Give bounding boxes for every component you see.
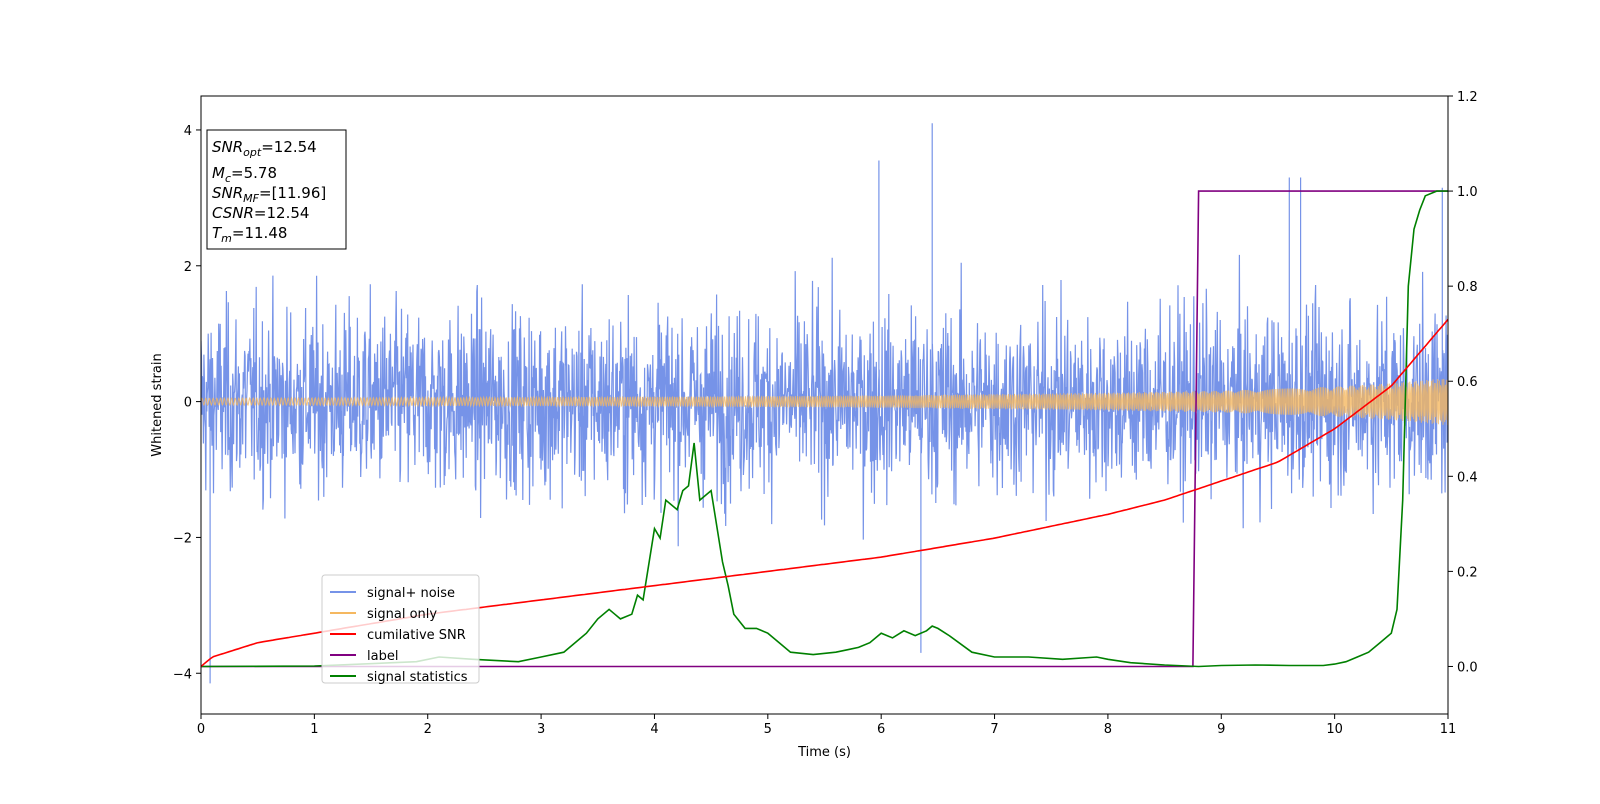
x-axis-title: Time (s) (797, 745, 851, 760)
x-tick-label-3: 3 (537, 722, 545, 737)
y-tick-label-4: 4 (184, 124, 192, 139)
x-tick-label-10: 10 (1326, 722, 1343, 737)
stats-csnr: CSNR=12.54 (212, 204, 309, 222)
y-axis-left: −4 −2 0 2 4 (173, 124, 201, 682)
legend: signal+ noise signal only cumilative SNR la… (321, 574, 480, 685)
series-label (201, 190, 1448, 668)
y2-tick-label-2: 0.4 (1457, 470, 1478, 485)
legend-frame (321, 574, 480, 684)
stats-box-frame (206, 129, 347, 250)
y2-tick-label-4: 0.8 (1457, 280, 1478, 295)
series-signal-noise (201, 123, 1448, 684)
x-tick-label-8: 8 (1104, 722, 1112, 737)
stats-snr-mf: SNRMF=[11.96] (212, 184, 326, 205)
legend-label-2: cumilative SNR (367, 628, 466, 643)
x-tick-label-0: 0 (197, 722, 205, 737)
x-tick-label-5: 5 (764, 722, 772, 737)
x-tick-label-2: 2 (424, 722, 432, 737)
x-tick-label-9: 9 (1217, 722, 1225, 737)
series-signal-only (201, 378, 1448, 426)
y-axis-right: 0.0 0.2 0.4 0.6 0.8 1.0 1.2 (1448, 90, 1478, 675)
y-tick-label-3: 2 (184, 260, 192, 275)
series-layer (201, 123, 1448, 684)
y2-tick-label-0: 0.0 (1457, 660, 1478, 675)
stats-tm: Tm=11.48 (212, 224, 287, 245)
legend-label-3: label (367, 649, 398, 664)
x-tick-label-4: 4 (650, 722, 658, 737)
y2-tick-label-3: 0.6 (1457, 375, 1478, 390)
stats-box: SNRopt=12.54 Mc=5.78 SNRMF=[11.96] CSNR=… (206, 129, 347, 250)
stats-mc: Mc=5.78 (212, 164, 277, 185)
y-tick-label-1: −2 (173, 531, 192, 546)
stats-snr-opt: SNRopt=12.54 (212, 138, 317, 159)
y-axis-title: Whitened strain (150, 353, 165, 456)
y-tick-label-2: 0 (184, 396, 192, 411)
legend-label-1: signal only (367, 607, 437, 622)
x-tick-label-1: 1 (310, 722, 318, 737)
plot-frame (200, 95, 1449, 715)
x-tick-label-7: 7 (990, 722, 998, 737)
series-signal-statistics (201, 190, 1448, 668)
y2-tick-label-5: 1.0 (1457, 185, 1478, 200)
legend-label-0: signal+ noise (367, 586, 455, 601)
x-tick-label-6: 6 (877, 722, 885, 737)
y2-tick-label-1: 0.2 (1457, 565, 1478, 580)
y2-tick-label-6: 1.2 (1457, 90, 1478, 105)
y-tick-label-0: −4 (173, 667, 192, 682)
x-tick-label-11: 11 (1440, 722, 1457, 737)
x-axis: 0 1 2 3 4 5 6 7 8 9 10 11 (197, 714, 1456, 737)
legend-label-4: signal statistics (367, 670, 468, 685)
